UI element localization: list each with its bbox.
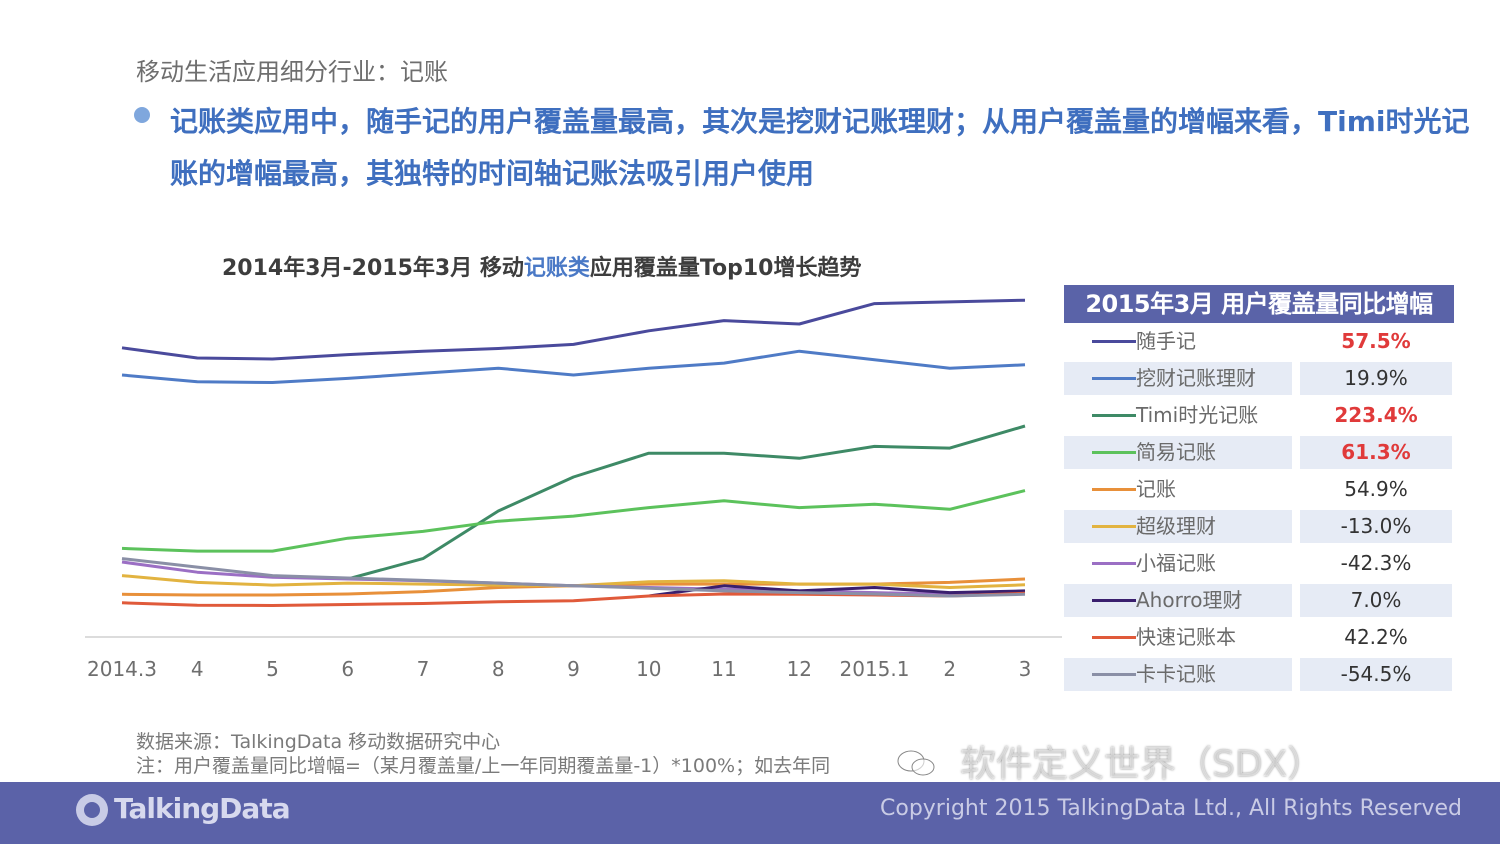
app-name-label: 记账 [1136, 477, 1176, 501]
x-tick-label: 11 [711, 657, 736, 681]
growth-value: -13.0% [1300, 510, 1452, 543]
legend-swatch [1092, 562, 1136, 565]
chart-title-highlight: 记账类 [523, 256, 590, 281]
growth-value: 54.9% [1344, 477, 1408, 501]
x-tick-label: 2 [943, 657, 956, 681]
table-row: 记账 54.9% [1064, 471, 1454, 508]
copyright-text: Copyright 2015 TalkingData Ltd., All Rig… [880, 796, 1463, 821]
app-name-cell: 小福记账 [1064, 547, 1292, 580]
app-name-cell: 挖财记账理财 [1064, 362, 1292, 395]
growth-value: 7.0% [1300, 584, 1452, 617]
legend-swatch [1092, 451, 1136, 454]
data-source: 数据来源：TalkingData 移动数据研究中心 [136, 731, 501, 753]
wechat-icon [897, 750, 935, 776]
x-tick-label: 6 [341, 657, 354, 681]
app-name-label: 快速记账本 [1136, 625, 1236, 649]
table-row: 挖财记账理财 19.9% [1064, 360, 1454, 397]
growth-value: 42.2% [1344, 625, 1408, 649]
bullet-dot [134, 107, 150, 123]
table-row: 快速记账本 42.2% [1064, 619, 1454, 656]
app-name-label: 卡卡记账 [1136, 662, 1216, 686]
footnote: 注：用户覆盖量同比增幅=（某月覆盖量/上一年同期覆盖量-1）*100%；如去年同 [136, 755, 831, 777]
app-name-cell: 记账 [1064, 473, 1292, 506]
x-tick-layer: 2014.3 4 5 6 7 8 9 10 11 12 2015.1 2 3 [87, 657, 1031, 681]
table-row: Timi时光记账 223.4% [1064, 397, 1454, 434]
app-name-cell: Ahorro理财 [1064, 584, 1292, 617]
legend-swatch [1092, 599, 1136, 602]
footer-bar [0, 782, 1500, 844]
table-row: 小福记账 -42.3% [1064, 545, 1454, 582]
legend-swatch [1092, 525, 1136, 528]
chart-title: 2014年3月-2015年3月 移动记账类应用覆盖量Top10增长趋势 [222, 250, 861, 282]
legend-swatch [1092, 673, 1136, 676]
app-name-cell: 随手记 [1064, 325, 1292, 358]
app-name-cell: 简易记账 [1064, 436, 1292, 469]
series-line-7 [648, 584, 1026, 598]
table-row: Ahorro理财 7.0% [1064, 582, 1454, 619]
app-name-label: 简易记账 [1136, 440, 1216, 464]
growth-value: 223.4% [1334, 403, 1418, 427]
series-layer [121, 298, 1026, 607]
x-tick-label: 10 [636, 657, 661, 681]
legend-swatch [1092, 377, 1136, 380]
x-tick-label: 5 [266, 657, 279, 681]
app-name-label: 随手记 [1136, 329, 1196, 353]
growth-value: -54.5% [1300, 658, 1452, 691]
growth-value: 61.3% [1300, 436, 1452, 469]
table-header: 2015年3月 用户覆盖量同比增幅 [1064, 285, 1454, 323]
app-name-cell: 卡卡记账 [1064, 658, 1292, 691]
app-name-label: 小福记账 [1136, 551, 1216, 575]
x-tick-label: 7 [417, 657, 430, 681]
app-name-label: 挖财记账理财 [1136, 366, 1256, 390]
table-rows: 随手记 57.5% 挖财记账理财 19.9% Timi时光记账 223.4% 简易记账 61.… [1064, 323, 1454, 693]
table-row: 简易记账 61.3% [1064, 434, 1454, 471]
growth-value: 57.5% [1341, 329, 1411, 353]
x-tick-label: 12 [787, 657, 812, 681]
series-line-2 [347, 424, 1026, 581]
x-tick-label: 3 [1019, 657, 1032, 681]
x-tick-label: 4 [191, 657, 204, 681]
app-name-label: Timi时光记账 [1136, 403, 1259, 427]
legend-swatch [1092, 636, 1136, 639]
growth-value: 19.9% [1300, 362, 1452, 395]
x-tick-label: 9 [567, 657, 580, 681]
chart-title-part2: 应用覆盖量Top10增长趋势 [589, 256, 862, 281]
series-line-1 [121, 349, 1026, 384]
logo-mark-icon [76, 794, 108, 826]
app-name-cell: Timi时光记账 [1064, 399, 1292, 432]
series-line-0 [121, 298, 1026, 361]
watermark-text: 软件定义世界（SDX） [960, 744, 1324, 785]
series-line-3 [121, 489, 1026, 553]
table-row: 超级理财 -13.0% [1064, 508, 1454, 545]
table-row: 随手记 57.5% [1064, 323, 1454, 360]
app-name-cell: 超级理财 [1064, 510, 1292, 543]
legend-swatch [1092, 488, 1136, 491]
headline-text: 记账类应用中，随手记的用户覆盖量最高，其次是挖财记账理财；从用户覆盖量的增幅来看… [170, 105, 1470, 190]
legend-swatch [1092, 340, 1136, 343]
app-name-label: Ahorro理财 [1136, 588, 1243, 612]
x-tick-label: 2014.3 [87, 657, 157, 681]
chart-title-part1: 2014年3月-2015年3月 移动 [222, 256, 524, 281]
logo-text: TalkingData [114, 792, 291, 825]
section-title: 移动生活应用细分行业：记账 [136, 58, 448, 86]
x-tick-label: 8 [492, 657, 505, 681]
growth-table: 2015年3月 用户覆盖量同比增幅 随手记 57.5% 挖财记账理财 19.9% Tim… [1064, 285, 1454, 693]
growth-value: -42.3% [1340, 551, 1412, 575]
series-line-9 [121, 557, 1026, 598]
app-name-label: 超级理财 [1136, 514, 1216, 538]
app-name-cell: 快速记账本 [1064, 621, 1292, 654]
legend-swatch [1092, 414, 1136, 417]
table-row: 卡卡记账 -54.5% [1064, 656, 1454, 693]
x-tick-label: 2015.1 [840, 657, 910, 681]
